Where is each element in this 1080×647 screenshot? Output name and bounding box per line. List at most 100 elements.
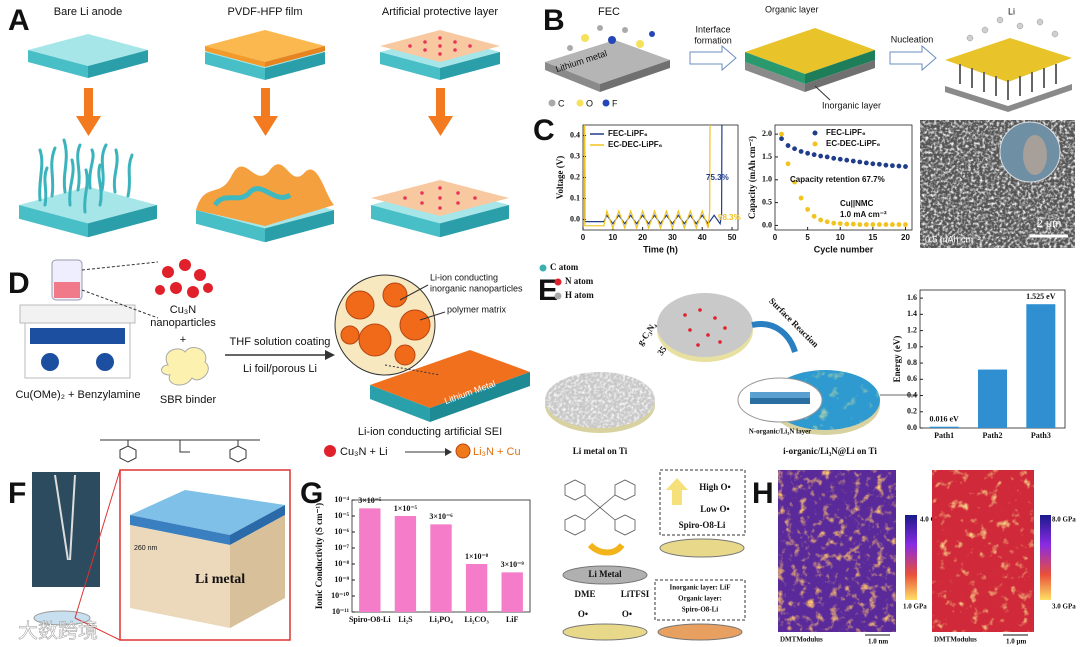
x-tick-label: LiF	[506, 615, 519, 624]
label: High O•	[699, 482, 730, 492]
pillars	[959, 64, 1057, 100]
arrow	[587, 542, 625, 556]
bar	[465, 564, 488, 612]
label: Bare Li anode	[54, 6, 123, 18]
y-axis-label: Voltage (V)	[555, 156, 565, 199]
panel-letter: D	[8, 267, 30, 300]
y-tick-label: 0.3	[570, 151, 580, 160]
legend-label: O	[586, 98, 593, 108]
coating	[130, 515, 230, 545]
label: Interface	[695, 24, 730, 34]
colorbar-min: 3.0 GPa	[1052, 603, 1076, 611]
reactant-icon	[324, 445, 336, 457]
y-tick-label: 1.4	[907, 309, 917, 318]
chart: 0.0 0.1 0.2 0.3 0.4 0 10 20 30 40 50 Time (h) Voltag…	[555, 124, 741, 254]
li-atoms	[966, 16, 1059, 42]
x-tick-label: Li₃PO₄	[429, 615, 453, 624]
map-texture	[778, 470, 896, 632]
photo	[32, 472, 100, 587]
legend-swatch	[812, 141, 818, 147]
film	[265, 46, 325, 67]
x-tick-label: 40	[698, 233, 707, 242]
panel-letter: H	[752, 477, 774, 510]
value-label: 3×10⁻⁹	[501, 560, 525, 569]
x-axis-label: Time (h)	[643, 244, 678, 254]
y-tick-label: 0.5	[762, 197, 772, 206]
point	[831, 155, 837, 161]
hot-plate-top	[19, 304, 136, 324]
disc-texture	[545, 372, 655, 428]
label: N-organic/Li₃N layer	[749, 428, 812, 436]
legend-marker	[554, 278, 562, 286]
arrow	[751, 321, 798, 354]
point	[824, 154, 830, 160]
point	[798, 149, 804, 154]
panel-f: F 260 nm Li metal 大数跨境	[8, 469, 291, 643]
point	[896, 222, 902, 227]
label: Li-ion conducting	[430, 272, 498, 282]
panel-letter: C	[533, 114, 555, 147]
y-tick-label: 0.8	[907, 358, 917, 367]
annotation: Cu||NMC	[840, 199, 874, 208]
label: 260 nm	[134, 545, 158, 552]
binder	[161, 347, 209, 386]
inorganic-layer	[745, 52, 805, 84]
tweezers	[54, 474, 76, 561]
annotation: 1.0 mA cm⁻²	[840, 210, 887, 219]
coating	[130, 490, 285, 535]
nanoparticles	[155, 259, 213, 298]
point	[850, 158, 856, 164]
point	[811, 152, 817, 158]
point	[883, 222, 889, 227]
arrow	[689, 44, 737, 72]
y-tick-label: 0.2	[570, 172, 580, 181]
knob	[96, 353, 114, 371]
substrate	[545, 62, 600, 92]
y-tick-label: 10⁻⁴	[334, 495, 349, 504]
dots	[408, 36, 472, 56]
y-tick-label: 10⁻¹⁰	[331, 591, 350, 600]
coating	[230, 505, 285, 545]
point	[818, 217, 824, 223]
y-tick-label: 10⁻¹¹	[332, 607, 350, 616]
point	[785, 161, 791, 167]
leader	[74, 617, 121, 641]
label: Low O•	[700, 504, 729, 514]
lithium	[430, 372, 530, 422]
colorbar-max: 8.0 GPa	[1052, 516, 1076, 524]
lithium	[230, 515, 285, 628]
y-tick-label: 1.6	[907, 293, 917, 302]
leader	[81, 289, 159, 319]
x-tick-label: 0	[581, 233, 586, 242]
panel-b: B FEC Lithium metal Interface formation …	[543, 4, 1072, 112]
label: g-C₃N₄	[635, 320, 658, 347]
scale-label: 2 μm	[1037, 218, 1062, 230]
legend-label: FEC-LiPF₆	[826, 128, 866, 137]
value-label: 1.525 eV	[1026, 292, 1056, 301]
box	[654, 579, 746, 621]
leader	[74, 469, 121, 619]
label: LiTFSI	[621, 589, 650, 599]
molecule	[564, 479, 636, 536]
film-wavy	[196, 164, 334, 226]
bar	[394, 516, 417, 612]
point	[779, 131, 784, 137]
point	[857, 222, 863, 227]
chart: 0.0 0.2 0.4 0.6 0.8 1.0 1.2 1.4 1.6 Energy (eV) Pa…	[892, 289, 1066, 440]
leader	[81, 261, 159, 271]
point	[798, 195, 804, 201]
y-tick-label: 1.0	[907, 342, 917, 351]
line	[583, 124, 711, 230]
label: Cu₃N + Li	[340, 446, 388, 458]
point	[805, 150, 811, 156]
legend-marker	[539, 264, 547, 272]
x-tick-label: Li₂CO₃	[464, 615, 489, 624]
bar	[929, 426, 959, 428]
cracks	[212, 186, 292, 207]
molecules	[567, 25, 655, 51]
colorbar	[905, 515, 917, 600]
disc	[562, 565, 648, 585]
point	[870, 222, 876, 227]
substrate	[945, 84, 1072, 112]
